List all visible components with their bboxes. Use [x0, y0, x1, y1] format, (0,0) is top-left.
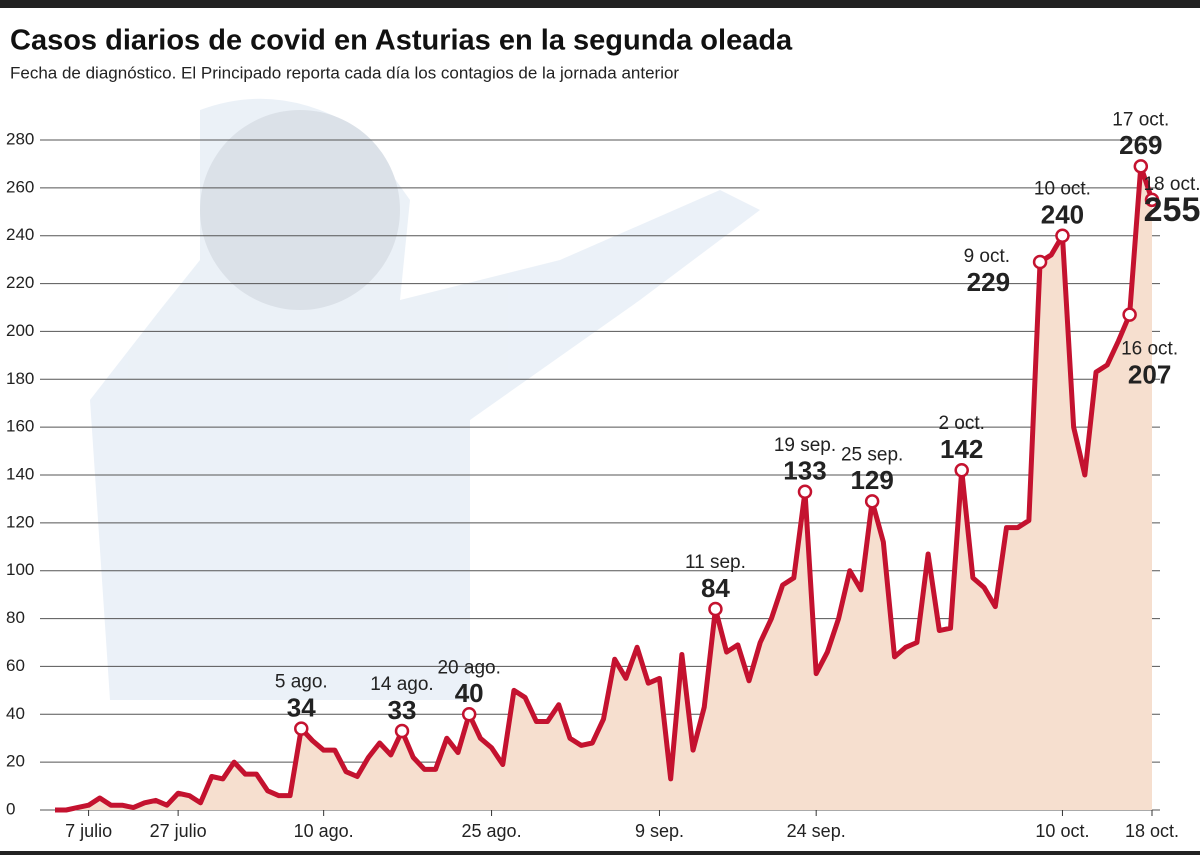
x-tick-label: 25 ago. — [462, 821, 522, 841]
marker — [1032, 254, 1048, 270]
annotation-date: 19 sep. — [774, 435, 836, 456]
marker — [797, 484, 813, 499]
annotation-date: 9 oct. — [964, 246, 1010, 267]
annotation-value: 40 — [455, 678, 484, 708]
x-tick-label: 7 julio — [65, 821, 112, 841]
marker — [1055, 228, 1070, 243]
y-tick-label: 180 — [6, 369, 34, 388]
y-tick-label: 200 — [6, 321, 34, 340]
y-tick-label: 100 — [6, 560, 34, 579]
y-tick-label: 240 — [6, 225, 34, 244]
annotation-value: 33 — [388, 695, 417, 725]
annotation-value: 240 — [1041, 200, 1084, 230]
y-tick-label: 80 — [6, 608, 25, 627]
annotation-value: 34 — [287, 693, 316, 723]
x-tick-label: 10 ago. — [294, 821, 354, 841]
y-tick-label: 40 — [6, 704, 25, 723]
annotation-date: 16 oct. — [1121, 339, 1178, 360]
top-rule — [0, 0, 1200, 8]
annotation-date: 10 oct. — [1034, 179, 1091, 200]
illustration — [90, 98, 760, 700]
marker — [294, 721, 309, 736]
y-tick-label: 140 — [6, 464, 34, 483]
annotation-date: 5 ago. — [275, 672, 328, 693]
annotation-date: 18 oct. — [1143, 174, 1200, 195]
y-tick-label: 120 — [6, 512, 34, 531]
marker — [1122, 307, 1137, 322]
annotation-date: 25 sep. — [841, 444, 903, 465]
annotation-value: 129 — [850, 465, 893, 495]
annotation-value: 133 — [783, 456, 826, 486]
annotation-value: 255 — [1144, 191, 1200, 229]
x-tick-label: 24 sep. — [787, 821, 846, 841]
x-tick-label: 18 oct. — [1125, 821, 1179, 841]
area — [55, 166, 1152, 811]
annotation-value: 207 — [1128, 360, 1171, 390]
y-tick-label: 60 — [6, 656, 25, 675]
y-tick-label: 20 — [6, 752, 25, 771]
annotation-date: 2 oct. — [938, 413, 984, 434]
y-tick-label: 0 — [6, 799, 15, 818]
annotation-date: 20 ago. — [437, 657, 500, 678]
y-tick-label: 160 — [6, 417, 34, 436]
annotation-date: 14 ago. — [370, 674, 433, 695]
x-tick-label: 27 julio — [150, 821, 207, 841]
chart-subtitle: Fecha de diagnóstico. El Principado repo… — [10, 63, 679, 82]
annotation-value: 269 — [1119, 130, 1162, 160]
annotation-value: 84 — [701, 573, 730, 603]
marker — [864, 494, 880, 509]
x-tick-label: 10 oct. — [1035, 821, 1089, 841]
y-tick-label: 280 — [6, 129, 34, 148]
marker — [1144, 192, 1160, 208]
line — [55, 163, 1155, 813]
bottom-rule — [0, 851, 1200, 855]
annotation-value: 229 — [967, 267, 1010, 297]
marker — [394, 723, 410, 739]
chart-title: Casos diarios de covid en Asturias en la… — [10, 25, 793, 57]
marker — [954, 462, 969, 478]
marker — [1133, 159, 1149, 174]
annotation-value: 142 — [940, 434, 983, 464]
marker — [461, 707, 477, 722]
x-tick-label: 9 sep. — [635, 821, 684, 841]
annotation-date: 11 sep. — [685, 552, 746, 573]
y-tick-label: 220 — [6, 273, 34, 292]
annotation-date: 17 oct. — [1112, 109, 1169, 130]
marker — [708, 601, 723, 617]
y-tick-label: 260 — [6, 177, 34, 196]
